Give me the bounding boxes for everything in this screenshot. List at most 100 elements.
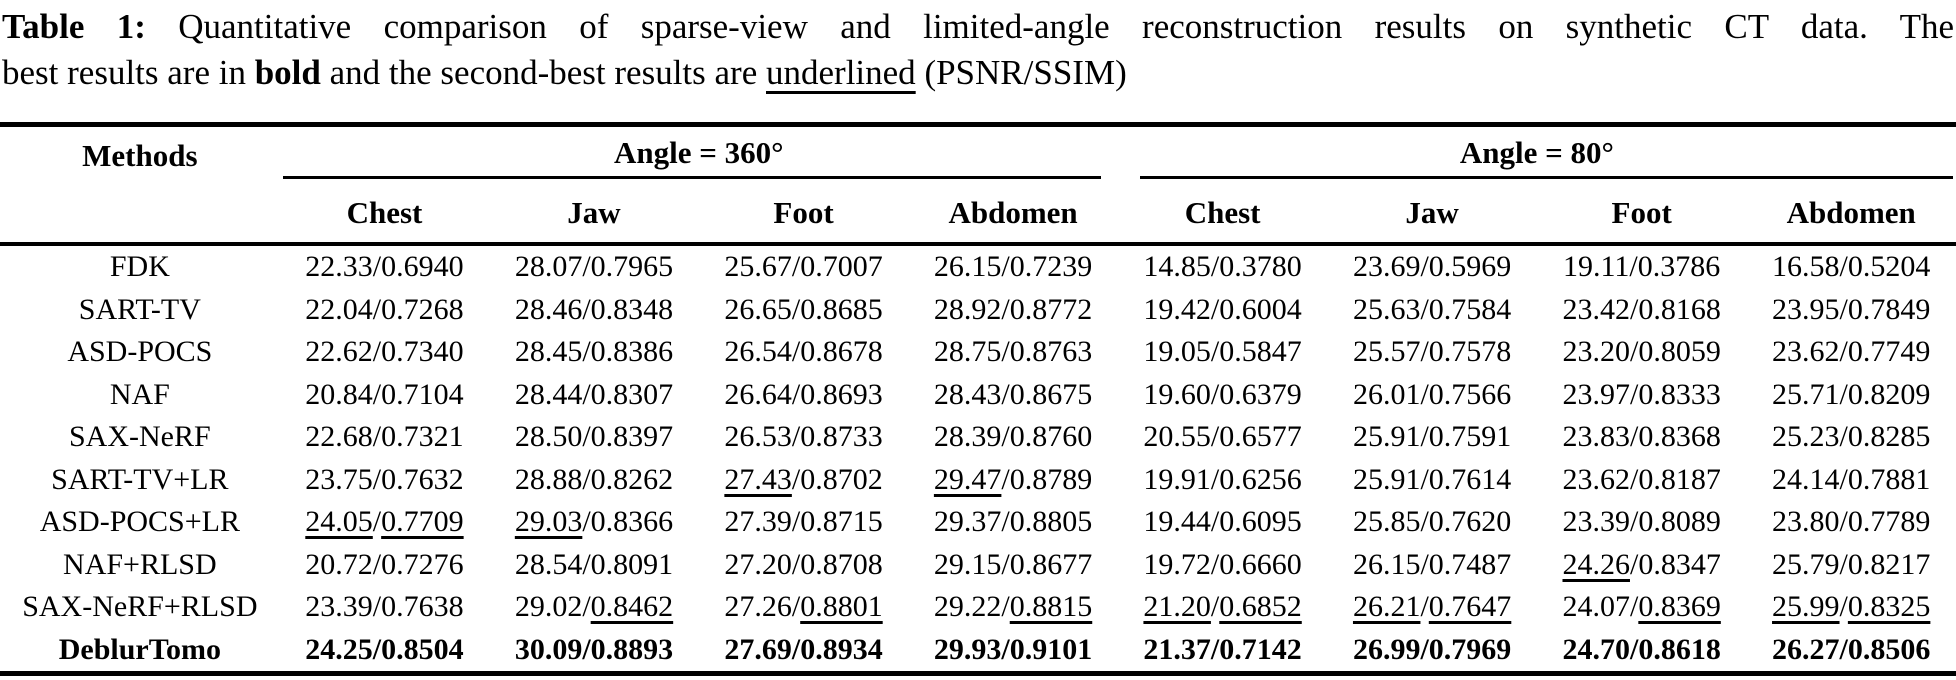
psnr-value: 29.03 [514, 505, 583, 538]
caption-line-1: Table 1: Quantitative comparison of spar… [2, 4, 1954, 50]
ssim-value: 0.7620 [1428, 505, 1512, 538]
metric-cell: 26.01/0.7566 [1352, 377, 1512, 411]
ssim-value: 0.8168 [1638, 292, 1721, 326]
psnr-value: 28.39 [933, 420, 1002, 453]
psnr-value: 20.72 [305, 547, 373, 581]
psnr-value: 27.43 [724, 462, 792, 496]
column-header-foot-80: Foot [1536, 179, 1747, 246]
table-row: SAX-NeRF 22.68/0.7321 28.50/0.8397 26.53/0.… [0, 416, 1956, 459]
psnr-value: 27.26 [724, 590, 792, 623]
ssim-value: 0.8678 [800, 335, 883, 368]
psnr-value: 24.25 [305, 632, 373, 666]
caption-text-post: (PSNR/SSIM) [924, 53, 1127, 92]
metric-cell: 23.39/0.8089 [1562, 505, 1721, 538]
method-name: SART-TV+LR [51, 462, 229, 496]
psnr-value: 28.43 [933, 377, 1002, 411]
ssim-value: 0.7709 [381, 505, 464, 538]
psnr-value: 28.75 [933, 335, 1002, 368]
psnr-value: 16.58 [1772, 250, 1840, 283]
ssim-value: 0.7340 [381, 335, 464, 368]
metric-cell: 25.99/0.8325 [1772, 590, 1931, 623]
psnr-value: 29.15 [933, 547, 1002, 581]
ssim-value: 0.8347 [1638, 547, 1721, 581]
metric-cell: 24.26/0.8347 [1562, 547, 1721, 581]
psnr-value: 23.75 [305, 462, 373, 496]
psnr-value: 27.39 [724, 505, 792, 538]
column-header-foot-360: Foot [698, 179, 909, 246]
psnr-value: 23.62 [1562, 462, 1630, 496]
caption-underlined-word: underlined [766, 53, 916, 92]
metric-cell: 26.54/0.8678 [724, 335, 883, 368]
metric-cell: 28.50/0.8397 [514, 420, 674, 453]
ssim-value: 0.7632 [381, 462, 464, 496]
psnr-value: 23.39 [305, 590, 373, 623]
metric-cell: 23.39/0.7638 [305, 590, 464, 623]
psnr-value: 29.47 [933, 462, 1002, 496]
metric-cell: 27.39/0.8715 [724, 505, 883, 538]
psnr-value: 23.95 [1772, 292, 1840, 326]
ssim-value: 0.7566 [1428, 377, 1512, 411]
ssim-value: 0.3780 [1219, 250, 1302, 283]
column-header-jaw-360: Jaw [489, 179, 699, 246]
metric-cell: 28.46/0.8348 [514, 292, 674, 326]
table-row: NAF 20.84/0.7104 28.44/0.8307 26.64/0.8693 2… [0, 374, 1956, 417]
metric-cell: 22.68/0.7321 [305, 420, 464, 453]
metric-cell: 29.22/0.8815 [933, 590, 1093, 623]
metric-cell: 29.47/0.8789 [933, 462, 1093, 496]
psnr-value: 20.84 [305, 377, 373, 411]
ssim-value: 0.8369 [1638, 590, 1721, 623]
metric-cell: 14.85/0.3780 [1143, 250, 1302, 283]
metric-cell: 23.69/0.5969 [1352, 250, 1512, 283]
psnr-value: 19.05 [1143, 335, 1211, 368]
metric-cell: 19.44/0.6095 [1143, 505, 1302, 538]
psnr-value: 25.91 [1352, 420, 1421, 453]
metric-cell: 26.15/0.7487 [1352, 547, 1512, 581]
ssim-value: 0.3786 [1637, 250, 1721, 283]
results-table: Methods Angle = 360° Angle = 80° Chest J… [0, 122, 1956, 676]
metric-cell: 30.09/0.8893 [514, 632, 674, 666]
table-header: Methods Angle = 360° Angle = 80° Chest J… [0, 124, 1956, 246]
metric-cell: 28.07/0.7965 [514, 250, 674, 283]
metric-cell: 24.70/0.8618 [1562, 632, 1721, 666]
psnr-value: 23.69 [1352, 250, 1421, 283]
ssim-value: 0.5969 [1428, 250, 1512, 283]
ssim-value: 0.7789 [1847, 505, 1931, 538]
ssim-value: 0.7647 [1428, 590, 1512, 623]
metric-cell: 27.26/0.8801 [724, 590, 883, 623]
ssim-value: 0.8307 [590, 377, 674, 411]
metric-cell: 29.37/0.8805 [933, 505, 1093, 538]
ssim-value: 0.8325 [1847, 590, 1931, 623]
metric-cell: 19.42/0.6004 [1143, 292, 1302, 326]
metric-cell: 25.67/0.7007 [724, 250, 883, 283]
psnr-value: 25.99 [1772, 590, 1840, 623]
metric-cell: 26.53/0.8733 [724, 420, 883, 453]
psnr-value: 25.23 [1772, 420, 1840, 453]
ssim-value: 0.8366 [590, 505, 674, 538]
ssim-value: 0.8789 [1009, 462, 1093, 496]
psnr-value: 25.91 [1352, 462, 1421, 496]
metric-cell: 29.15/0.8677 [933, 547, 1093, 581]
metric-cell: 25.71/0.8209 [1772, 377, 1931, 411]
caption-text-line1: Quantitative comparison of sparse-view a… [178, 7, 1954, 46]
metric-cell: 20.55/0.6577 [1143, 420, 1302, 453]
psnr-value: 22.33 [305, 250, 373, 283]
ssim-value: 0.7881 [1847, 462, 1931, 496]
ssim-value: 0.8815 [1009, 590, 1093, 623]
psnr-value: 25.85 [1352, 505, 1421, 538]
metric-cell: 19.91/0.6256 [1143, 462, 1302, 496]
psnr-value: 29.02 [514, 590, 583, 623]
metric-cell: 26.99/0.7969 [1352, 632, 1512, 666]
psnr-value: 19.91 [1143, 462, 1211, 496]
metric-cell: 25.85/0.7620 [1352, 505, 1512, 538]
psnr-value: 24.70 [1562, 632, 1630, 666]
ssim-value: 0.7965 [590, 250, 674, 283]
metric-cell: 25.79/0.8217 [1772, 547, 1931, 581]
ssim-value: 0.6940 [381, 250, 464, 283]
psnr-value: 14.85 [1143, 250, 1211, 283]
ssim-value: 0.7276 [381, 547, 464, 581]
metric-cell: 25.91/0.7591 [1352, 420, 1512, 453]
metric-cell: 20.72/0.7276 [305, 547, 464, 581]
psnr-value: 26.54 [724, 335, 792, 368]
psnr-value: 26.27 [1772, 632, 1840, 666]
metric-cell: 26.27/0.8506 [1772, 632, 1931, 666]
